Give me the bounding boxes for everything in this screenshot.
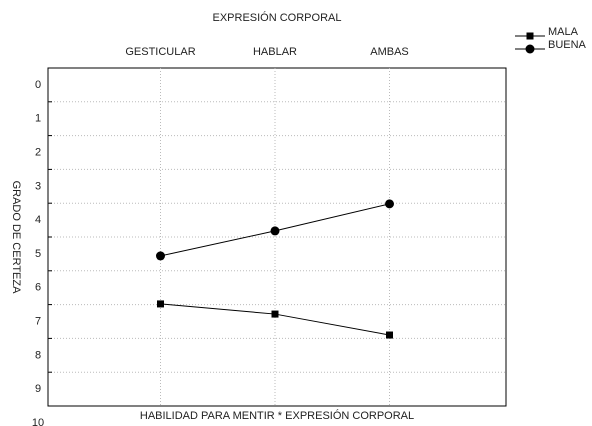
y-axis-label: GRADO DE CERTEZA — [10, 181, 22, 295]
y-tick-label: 0 — [35, 79, 41, 91]
x-tick-label: HABLAR — [253, 46, 297, 58]
y-tick-label: 9 — [35, 383, 41, 395]
y-tick-label: 1 — [35, 113, 41, 125]
y-tick-label: 3 — [35, 180, 41, 192]
chart-title: EXPRESIÓN CORPORAL — [213, 11, 342, 24]
point — [156, 251, 165, 261]
y-tick-label: 6 — [35, 282, 41, 294]
x-axis-label: HABILIDAD PARA MENTIR * EXPRESIÓN CORPOR… — [140, 409, 414, 422]
y-tick-label: 8 — [35, 349, 41, 361]
point — [271, 310, 279, 318]
point — [157, 300, 164, 308]
y-tick-label: 2 — [35, 147, 41, 159]
point — [386, 331, 393, 339]
legend-label: MALA — [548, 26, 579, 38]
y-tick-label: 5 — [35, 248, 41, 260]
legend-label: BUENA — [548, 39, 587, 51]
x-tick-label: AMBAS — [370, 46, 409, 58]
point — [525, 44, 535, 54]
y-tick-label: 10 — [32, 417, 44, 426]
point — [526, 32, 534, 40]
y-tick-label: 7 — [35, 316, 41, 328]
point — [385, 199, 394, 209]
y-tick-label: 4 — [35, 214, 41, 226]
point — [270, 226, 280, 236]
x-tick-label: GESTICULAR — [125, 46, 195, 58]
